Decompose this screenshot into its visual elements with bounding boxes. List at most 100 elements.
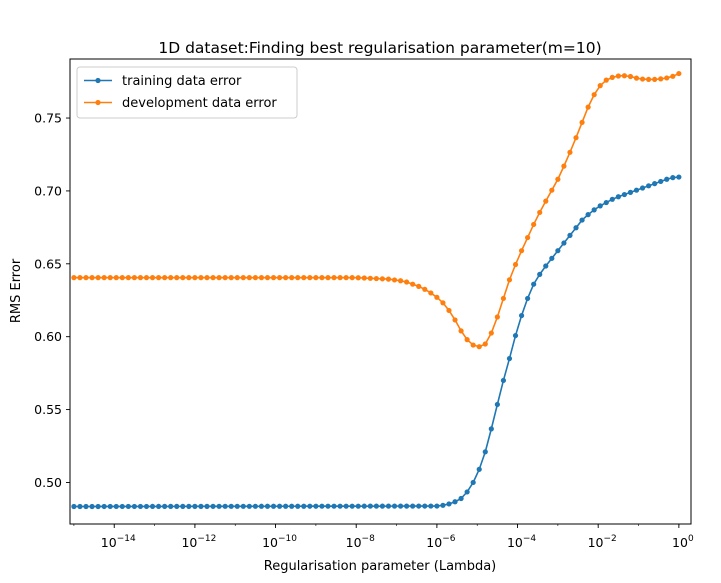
series-1-point-94 (639, 76, 646, 82)
series-1-point-48 (361, 275, 367, 281)
series-1-point-55 (404, 279, 410, 285)
series-1-point-85 (585, 104, 591, 110)
series-1-point-92 (627, 73, 634, 80)
series-0-point-35 (283, 503, 289, 509)
series-1-point-83 (573, 135, 579, 141)
series-1-point-89 (609, 74, 615, 80)
series-1-point-10 (131, 275, 137, 281)
series-0-point-42 (325, 503, 331, 509)
series-1-point-88 (603, 77, 609, 83)
series-1-point-71 (500, 295, 507, 302)
series-0-point-48 (361, 503, 367, 509)
series-1-point-12 (143, 275, 150, 281)
series-0-point-58 (422, 503, 428, 509)
series-0-point-9 (125, 503, 131, 510)
series-0-point-2 (83, 503, 89, 510)
series-0-point-49 (367, 503, 373, 509)
series-1-point-52 (385, 276, 392, 282)
series-1-point-41 (319, 275, 325, 281)
series-1-point-14 (156, 275, 162, 281)
series-1-point-69 (488, 330, 494, 336)
series-0-point-45 (343, 503, 349, 509)
series-1-point-45 (343, 275, 349, 281)
series-0-point-30 (252, 503, 258, 509)
y-tick-label: 0.75 (34, 111, 62, 126)
series-1-point-4 (95, 275, 101, 281)
series-1-point-91 (621, 73, 628, 79)
plot-frame (69, 58, 692, 525)
series-1-point-39 (307, 275, 313, 281)
series-1-point-74 (518, 248, 525, 254)
series-1-point-75 (525, 234, 531, 241)
series-0-point-70 (494, 401, 500, 408)
x-tick-label: 10−10 (262, 534, 297, 550)
series-0-point-79 (549, 255, 555, 261)
series-0-point-13 (149, 503, 156, 510)
series-1-point-70 (494, 314, 500, 320)
series-0-point-67 (476, 466, 482, 472)
series-1-point-66 (470, 342, 476, 348)
series-1-point-26 (228, 275, 234, 281)
x-tick-label: 100 (672, 534, 694, 550)
series-0-point-88 (603, 199, 609, 206)
series-1-point-27 (234, 275, 240, 281)
series-0-point-100 (676, 174, 682, 180)
series-0-point-98 (664, 176, 670, 182)
series-1-point-32 (264, 275, 271, 281)
series-1-point-47 (355, 275, 361, 281)
legend-box (76, 66, 298, 119)
chart-title: 1D dataset:Finding best regularisation p… (158, 39, 601, 57)
series-0-point-21 (198, 503, 204, 509)
series-1-point-65 (464, 337, 470, 343)
series-1-point-15 (162, 275, 168, 281)
y-tick-label: 0.70 (34, 183, 62, 198)
series-1-point-31 (258, 275, 265, 281)
series-0-point-76 (531, 281, 537, 287)
series-1-point-23 (210, 275, 216, 281)
series-0-point-24 (216, 503, 222, 509)
series-0-point-60 (434, 503, 440, 509)
series-1-point-38 (301, 275, 307, 281)
series-1-point-42 (325, 275, 331, 281)
series-1-point-73 (512, 261, 519, 268)
series-0-point-12 (143, 503, 150, 510)
series-0-point-16 (168, 503, 174, 509)
legend-label-training: training data error (122, 74, 242, 89)
x-axis-ticks: 10−14 10−12 10−10 10−8 10−6 10−4 10−2 100 (73, 524, 694, 550)
series-0-point-69 (488, 426, 494, 432)
series-1-point-11 (137, 275, 144, 281)
series-1-point-7 (113, 275, 119, 281)
series-1-point-79 (549, 187, 555, 193)
series-0-point-73 (512, 332, 519, 339)
series-1-point-46 (349, 275, 355, 281)
series-1-point-54 (397, 278, 404, 284)
series-0-point-38 (301, 503, 307, 509)
series-0-point-65 (464, 489, 470, 495)
series-1-point-97 (658, 76, 664, 82)
x-axis-label: Regularisation parameter (Lambda) (264, 559, 497, 574)
series-0-point-95 (646, 183, 652, 189)
series-0-point-93 (633, 187, 640, 193)
series-1-point-9 (125, 275, 131, 281)
series-1-point-57 (416, 283, 422, 289)
series-layer (71, 70, 682, 510)
series-1-point-63 (452, 317, 458, 323)
y-tick-label: 0.55 (34, 402, 62, 417)
series-0-point-43 (331, 503, 337, 509)
series-1-point-49 (367, 275, 373, 281)
series-1-point-64 (458, 328, 464, 334)
series-1-point-16 (168, 275, 174, 281)
series-1-point-19 (186, 275, 192, 281)
series-0-point-4 (95, 503, 101, 510)
series-1-point-84 (579, 119, 585, 126)
series-0-point-26 (228, 503, 234, 509)
series-0-point-25 (222, 503, 228, 509)
x-tick-label: 10−8 (346, 534, 375, 550)
series-1-point-81 (561, 163, 567, 169)
y-tick-label: 0.60 (34, 329, 62, 344)
series-1-point-43 (331, 275, 337, 281)
series-0-point-63 (452, 499, 458, 505)
series-0-point-80 (555, 248, 561, 254)
series-0-point-81 (561, 240, 567, 246)
series-1-point-34 (276, 275, 283, 281)
